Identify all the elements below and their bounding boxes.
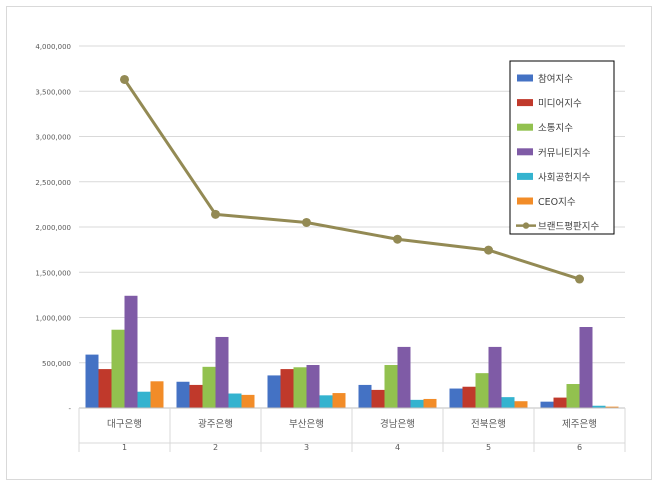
bar [293, 367, 307, 408]
y-tick-label: - [68, 405, 71, 413]
line-point [575, 274, 584, 284]
x-tick-label: 부산은행 [289, 418, 324, 430]
bar [124, 295, 138, 408]
y-tick-label: 500,000 [42, 360, 71, 368]
bar [410, 399, 424, 408]
bar [176, 381, 190, 408]
x-tick-label: 전북은행 [471, 418, 506, 430]
x-tick-label: 대구은행 [107, 418, 142, 430]
line-series [120, 74, 584, 284]
bar [462, 386, 476, 408]
bar-series [85, 295, 619, 408]
bar [202, 366, 216, 408]
bar [189, 384, 203, 408]
y-tick-label: 2,000,000 [35, 224, 71, 232]
legend-swatch [517, 172, 533, 180]
line-point [484, 245, 493, 255]
y-tick-label: 1,500,000 [35, 269, 71, 277]
bar [514, 401, 528, 408]
legend-label: 소통지수 [538, 123, 573, 134]
legend-label: 미디어지수 [538, 99, 582, 110]
chart-frame: - 500,000 1,000,000 1,500,000 2,000,000 2,500… [6, 6, 652, 480]
bar [592, 405, 606, 408]
bar [215, 336, 229, 408]
x-tick-index: 6 [577, 443, 582, 452]
legend-swatch [517, 148, 533, 156]
y-axis-ticks: - 500,000 1,000,000 1,500,000 2,000,000 2,500… [35, 43, 71, 413]
y-tick-label: 1,000,000 [35, 315, 71, 323]
x-axis: 대구은행 1 광주은행 2 부산은행 3 경남은행 4 전북은행 5 제주은행 6 [78, 407, 626, 452]
line-point [120, 74, 129, 84]
legend-swatch-marker [522, 222, 530, 229]
bar [566, 384, 580, 408]
x-tick-index: 5 [486, 443, 491, 452]
bar [540, 401, 554, 408]
x-tick-index: 3 [304, 443, 309, 452]
legend-swatch [517, 197, 533, 205]
bar [384, 365, 398, 408]
y-tick-label: 2,500,000 [35, 179, 71, 187]
bar [98, 369, 112, 408]
bar [332, 393, 346, 408]
bar [241, 394, 255, 408]
legend-swatch [517, 123, 533, 131]
bar [397, 346, 411, 408]
x-tick-label: 경남은행 [380, 418, 415, 430]
bar [280, 369, 294, 408]
bar [306, 365, 320, 408]
line-point [393, 234, 402, 244]
bar [475, 373, 489, 408]
chart-svg: - 500,000 1,000,000 1,500,000 2,000,000 2,500… [35, 43, 626, 452]
bar [371, 389, 385, 408]
x-tick-index: 1 [122, 443, 127, 452]
bar [228, 393, 242, 408]
bar [553, 397, 567, 408]
bar [488, 346, 502, 408]
y-tick-label: 4,000,000 [35, 43, 71, 51]
legend-swatch [517, 74, 533, 82]
legend-swatch [517, 99, 533, 107]
bar [137, 391, 151, 408]
bar [423, 398, 437, 408]
legend-label: 커뮤니티지수 [538, 148, 591, 159]
bar [501, 397, 515, 408]
legend-label: 참여지수 [538, 73, 573, 85]
y-tick-label: 3,500,000 [35, 88, 71, 96]
bar [358, 384, 372, 408]
x-tick-index: 2 [213, 443, 218, 452]
bar [85, 354, 99, 408]
bar [319, 395, 333, 408]
bar [267, 375, 281, 408]
bar [449, 388, 463, 408]
line-path [123, 78, 580, 281]
x-tick-index: 4 [395, 443, 400, 452]
bar [111, 329, 125, 408]
line-point [211, 209, 220, 219]
gridlines [79, 45, 625, 364]
bar [605, 406, 619, 408]
legend-label: 사회공헌지수 [538, 172, 591, 183]
y-tick-label: 3,000,000 [35, 134, 71, 142]
legend-label: 브랜드평판지수 [538, 222, 599, 233]
legend-box [509, 60, 615, 235]
bar [150, 381, 164, 408]
line-point [302, 217, 311, 227]
x-tick-label: 광주은행 [198, 418, 233, 430]
x-tick-label: 제주은행 [562, 418, 597, 430]
bar [579, 327, 593, 408]
legend-label: CEO지수 [538, 197, 576, 208]
